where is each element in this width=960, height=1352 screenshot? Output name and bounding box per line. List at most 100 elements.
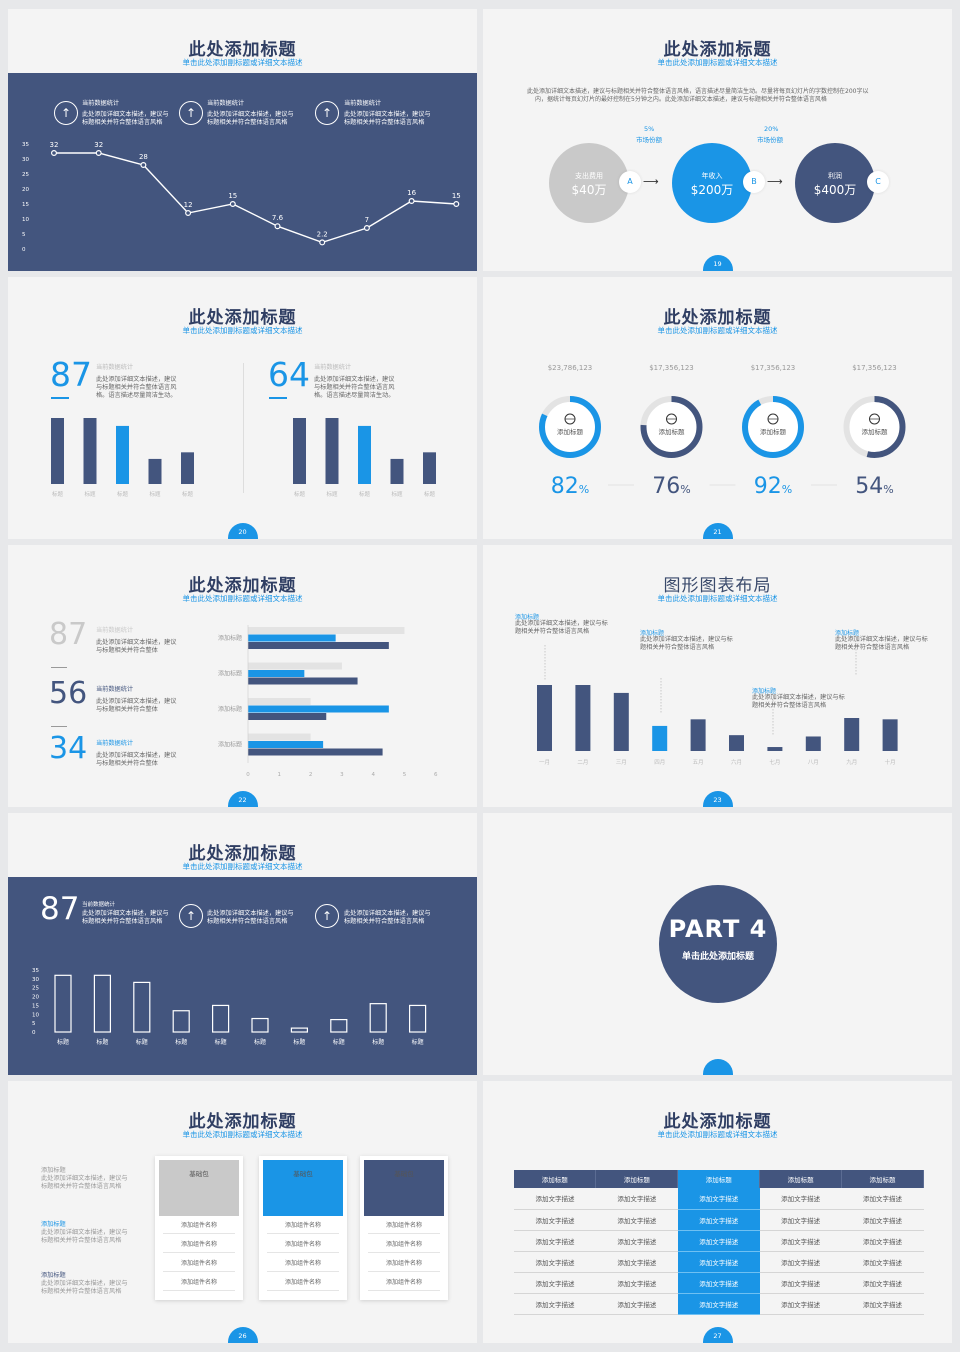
pricing-card[interactable]: 基础包 添加组件名称 添加组件名称 添加组件名称 添加组件名称 [360,1156,448,1300]
note-text: 此处添加详细文本描述，建议与标 [752,694,845,701]
stat-text: 此处添加详细文本描述，建议 [96,376,177,383]
table-cell: 添加文字描述 [514,1272,596,1294]
ring-label: 添加标题 [659,427,686,436]
x-tick-label: 二月 [577,759,588,766]
pct-label: 市场份额 [757,136,783,144]
table-cell: 添加文字描述 [841,1293,924,1315]
table-cell: 添加文字描述 [759,1209,842,1231]
percent-value: 76% [652,474,690,499]
slide-subtitle: 单击此处添加副标题或详细文本描述 [657,1130,778,1139]
note-text: 标题相关并符合整体语言风格 [41,1237,122,1244]
note-label: 添加标题 [41,1167,66,1174]
badge-b: B [743,171,765,193]
data-label: 7.6 [272,214,284,222]
part-caption: 单击此处添加标题 [681,952,754,962]
data-point [274,223,281,230]
arrow-up-icon: ↑ [54,101,78,125]
stat-label: 当前数据统计 [344,100,382,107]
stat-text: 此处添加详细文本描述，建议与 [207,111,294,118]
card-row: 添加组件名称 [368,1220,440,1234]
table-row: 添加文字描述 添加文字描述 添加文字描述 添加文字描述 添加文字描述 [514,1230,924,1252]
circle-value: $400万 [813,183,857,197]
bar [805,736,821,751]
bar [767,747,783,751]
circle-label: 年收入 [701,172,723,180]
table-cell: 添加文字描述 [841,1272,924,1294]
bar [575,685,591,751]
big-number: 87 [50,355,92,394]
bar [248,748,383,756]
table-cell: 添加文字描述 [759,1230,842,1252]
table-row: 添加文字描述 添加文字描述 添加文字描述 添加文字描述 添加文字描述 [514,1272,924,1294]
slide-subtitle: 单击此处添加副标题或详细文本描述 [182,326,303,335]
slide-subtitle: 单击此处添加副标题或详细文本描述 [657,326,778,335]
note-text: 此处添加详细文本描述，建议与标 [640,636,733,643]
x-tick-label: 一月 [539,759,550,766]
x-tick-label: 标题 [215,1038,227,1046]
amount-label: $17,356,123 [852,364,897,372]
table-cell: 添加文字描述 [677,1209,760,1231]
slide-flow-circles[interactable]: 此处添加标题 单击此处添加副标题或详细文本描述 此处添加详细文本描述，建议与标题… [483,9,952,271]
arrow-up-icon: ↑ [179,904,203,928]
pricing-card[interactable]: 基础包 添加组件名称 添加组件名称 添加组件名称 添加组件名称 [259,1156,347,1300]
y-tick-label: 5 [32,1021,36,1027]
bar [290,1027,308,1033]
table-cell: 添加文字描述 [595,1209,678,1231]
stat-text: 此处添加详细文本描述，建议与 [344,111,431,118]
bar [369,1003,387,1033]
page-number: 20 [227,523,258,539]
table-row: 添加文字描述 添加文字描述 添加文字描述 添加文字描述 添加文字描述 [514,1209,924,1231]
ring-progress [539,396,601,458]
bar [613,692,629,751]
x-tick-label: 标题 [293,1038,305,1046]
slide-hbars[interactable]: 此处添加标题 单击此处添加副标题或详细文本描述 87 当前数据统计 此处添加详细… [8,545,477,807]
table-row: 添加文字描述 添加文字描述 添加文字描述 添加文字描述 添加文字描述 [514,1251,924,1273]
amount-label: $17,356,123 [751,364,796,372]
slide-month-bars[interactable]: 图形图表布局 单击此处添加副标题或详细文本描述 添加标题 此处添加详细文本描述，… [483,545,952,807]
stat-label: 当前数据统计 [207,100,245,107]
slide-outline-bars[interactable]: 此处添加标题 单击此处添加副标题或详细文本描述 87 当前数据统计 此处添加详细… [8,813,477,1075]
slide-table[interactable]: 此处添加标题 单击此处添加副标题或详细文本描述 添加标题 添加标题 添加标题 添… [483,1081,952,1343]
bar [358,425,371,484]
slide-rings[interactable]: 此处添加标题 单击此处添加副标题或详细文本描述 $23,786,123 添加标题 8… [483,277,952,539]
divider [51,726,67,727]
bar [882,719,898,751]
stat-label: 当前数据统计 [96,686,134,693]
data-table: 添加标题 添加标题 添加标题 添加标题 添加标题 添加文字描述 添加文字描述 添加文… [514,1170,924,1315]
big-number: 64 [268,355,310,394]
y-tick-label: 10 [32,1012,39,1018]
circle-value: $40万 [571,183,607,197]
category-label: 添加标题 [218,670,242,678]
card-row: 添加组件名称 [163,1239,235,1253]
x-tick-label: 十月 [885,758,896,766]
table-cell: 添加文字描述 [514,1188,596,1210]
table-cell: 添加文字描述 [514,1293,596,1315]
circle-income: 年收入 $200万 [672,143,752,223]
big-number: 87 [40,891,80,927]
slide-subtitle: 单击此处添加副标题或详细文本描述 [182,58,303,67]
stat-text: 格。语言描述尽量简洁生动。 [96,392,177,399]
data-point [50,149,57,156]
stat-text: 标题相关并符合整体语言风格 [82,918,163,925]
x-tick-label: 1 [278,772,282,778]
y-tick-label: 5 [22,232,26,238]
bar [652,725,668,751]
table-header: 添加标题 [841,1170,924,1188]
big-number: 34 [49,731,88,766]
stat-text: 标题相关并符合整体语言风格 [344,119,425,126]
card-row: 添加组件名称 [368,1258,440,1272]
slide-dual-bars[interactable]: 此处添加标题 单击此处添加副标题或详细文本描述 87 当前数据统计 此处添加详细… [8,277,477,539]
stat-text: 标题相关并符合整体语言风格 [82,119,163,126]
slide-pricing-cards[interactable]: 此处添加标题 单击此处添加副标题或详细文本描述 添加标题 此处添加详细文本描述，… [8,1081,477,1343]
bar [212,1004,230,1033]
circle-profit: 利润 $400万 [795,143,875,223]
divider [243,363,244,493]
slide-part-divider[interactable]: PART 4 单击此处添加标题 [483,813,952,1075]
page-number: 21 [702,523,733,539]
slide-title: 此处添加标题 [663,308,772,328]
slide-line-chart[interactable]: 此处添加标题 单击此处添加副标题或详细文本描述 ↑ 当前数据统计 此处添加详细文… [8,9,477,271]
bar [423,452,436,484]
x-tick-label: 2 [309,772,313,778]
pricing-card[interactable]: 基础包 添加组件名称 添加组件名称 添加组件名称 添加组件名称 [155,1156,243,1300]
